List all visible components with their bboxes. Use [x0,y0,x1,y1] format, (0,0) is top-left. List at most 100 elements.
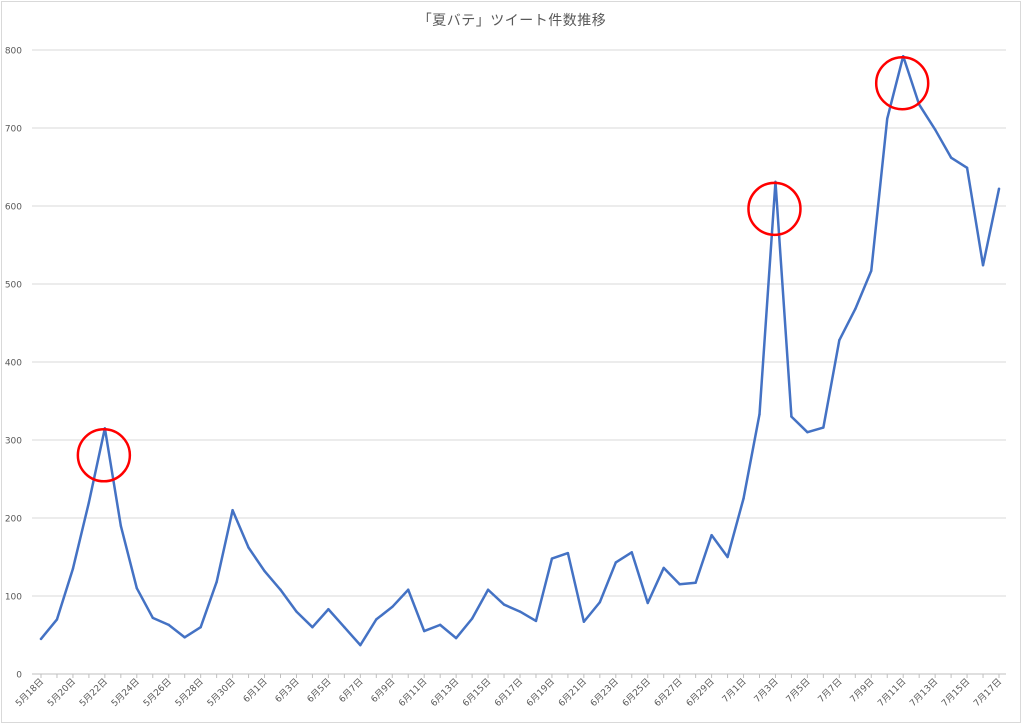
x-tick-label: 6月17日 [492,676,525,709]
data-point [87,501,91,504]
y-tick-label: 300 [5,437,22,447]
data-point [454,636,458,640]
data-point [838,338,841,342]
x-tick-label: 7月15日 [940,676,973,709]
data-point [199,626,202,629]
data-point [646,601,649,605]
x-tick-label: 6月25日 [620,676,653,709]
data-point [71,567,75,570]
x-tick-label: 5月20日 [45,676,78,709]
data-point [343,626,346,629]
highlight-circle [76,428,132,483]
data-point [534,619,538,623]
data-point [263,569,266,573]
y-tick-label: 600 [5,203,22,213]
x-tick-label: 6月29日 [684,676,717,709]
x-tick-label: 7月13日 [908,676,941,709]
data-point [151,616,154,620]
data-point [311,626,314,629]
x-tick-label: 6月15日 [461,676,494,709]
data-point [758,413,761,416]
x-tick-label: 6月11日 [397,676,430,709]
data-point [183,636,186,639]
series-group [39,54,1001,647]
data-point [566,551,570,555]
y-tick-label: 700 [5,125,22,135]
y-tick-label: 0 [16,671,22,681]
data-point [678,583,681,586]
data-point [55,618,59,621]
data-point [119,524,123,527]
series-line [39,54,1001,647]
x-tick-label: 5月28日 [173,676,206,709]
data-point [694,581,697,584]
x-tick-label: 7月9日 [848,676,877,705]
data-point [981,264,985,267]
x-tick-label: 5月22日 [77,676,110,709]
data-point [933,128,937,131]
data-point [470,617,474,620]
data-point [391,605,394,609]
data-point [965,166,969,169]
x-axis: 5月18日 5月20日 5月22日 5月24日 5月26日 5月28日 5月30日 6月1日 6… [13,673,1006,709]
data-point [407,588,410,591]
data-point [375,618,378,621]
x-tick-label: 5月18日 [13,676,46,709]
x-tick-label: 6月19日 [524,676,557,709]
data-point [502,603,506,606]
x-tick-label: 5月30日 [205,676,238,709]
data-point [710,533,713,537]
data-point [598,601,602,604]
x-tick-label: 7月7日 [816,676,845,705]
data-point [231,509,234,512]
gridlines [32,49,1006,597]
data-point [167,623,170,627]
x-tick-label: 7月17日 [971,676,1004,709]
highlight-circles [76,55,930,483]
data-point [806,431,809,434]
y-axis: 0 100 200 300 400 500 600 700 800 [5,47,22,681]
data-point [854,307,857,311]
data-point [423,629,426,633]
x-tick-label: 6月1日 [241,676,270,705]
y-tick-label: 200 [5,515,22,525]
chart-title: 「夏バテ」ツイート件数推移 [417,13,607,29]
x-tick-label: 6月7日 [337,676,366,705]
data-point [327,608,330,611]
data-point [726,555,729,559]
data-point [438,623,442,627]
x-tick-label: 7月3日 [752,676,781,705]
x-tick-label: 7月1日 [720,676,749,705]
highlight-circle [747,181,802,237]
data-point [822,426,825,429]
x-tick-label: 7月5日 [784,676,813,705]
data-point [949,156,953,159]
data-point [886,117,889,120]
data-point [295,610,298,613]
x-tick-label: 6月23日 [588,676,621,709]
x-tick-label: 6月9日 [369,676,398,705]
data-point [135,587,138,590]
y-tick-label: 500 [5,281,22,291]
y-tick-label: 800 [5,47,22,57]
x-tick-label: 5月24日 [109,676,142,709]
data-point [215,580,218,584]
data-point [662,566,665,570]
x-tick-label: 6月21日 [556,676,589,709]
data-point [550,557,554,560]
data-point [279,588,282,591]
data-point [630,551,633,554]
data-point [518,610,522,613]
y-tick-label: 400 [5,359,22,369]
x-tick-label: 6月3日 [273,676,302,705]
data-point [359,643,362,647]
y-tick-label: 100 [5,593,22,603]
data-point [997,187,1001,191]
x-tick-label: 5月26日 [141,676,174,709]
x-tick-label: 6月5日 [305,676,334,705]
data-point [742,497,745,500]
data-point [247,546,250,549]
data-point [614,561,617,564]
